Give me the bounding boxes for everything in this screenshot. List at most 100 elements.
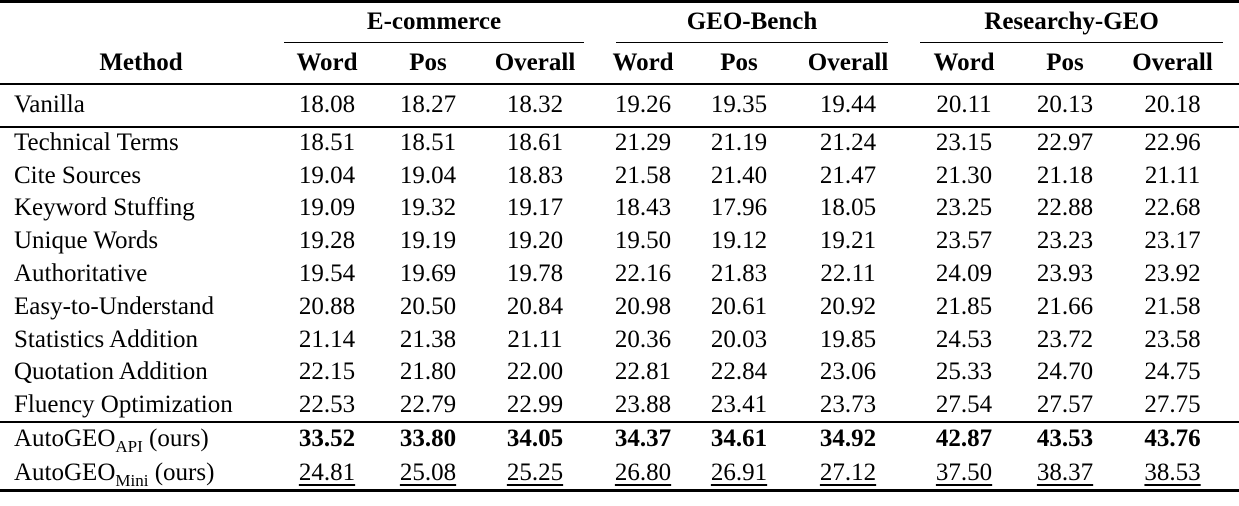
- metric-cell: 19.50: [614, 227, 672, 255]
- metric-cell: 23.72: [1036, 325, 1094, 353]
- metric-cell: 21.58: [1144, 292, 1201, 320]
- metric-cell: 20.18: [1144, 91, 1201, 118]
- metric-cell: 43.53: [1036, 425, 1094, 453]
- metric-cell: 22.15: [298, 358, 356, 386]
- method-name: AutoGEOAPI (ours): [0, 422, 268, 457]
- metric-cell: 25.08: [399, 458, 457, 486]
- group-header-e-commerce: E-commerce: [268, 2, 600, 43]
- method-name: Easy-to-Understand: [14, 292, 214, 320]
- metric-cell: 19.17: [506, 194, 564, 222]
- metric-cell: 21.47: [819, 161, 877, 189]
- metric-cell: 20.11: [936, 91, 992, 118]
- metric-cell: 22.68: [1144, 194, 1201, 222]
- metric-cell: 19.32: [399, 194, 457, 222]
- method-name: Authoritative: [14, 260, 148, 288]
- method-name: Quotation Addition: [14, 358, 208, 386]
- method-subscript: Mini: [115, 470, 149, 490]
- method-name: Vanilla: [14, 91, 85, 118]
- metric-cell: 24.53: [935, 325, 993, 353]
- metric-cell: 20.92: [819, 292, 877, 320]
- metric-cell: 22.81: [614, 358, 672, 386]
- method-suffix: (ours): [148, 458, 215, 486]
- metric-cell: 20.61: [710, 292, 768, 320]
- metric-cell: 21.85: [935, 292, 993, 320]
- method-name: Technical Terms: [14, 129, 179, 157]
- metric-cell: 23.15: [935, 129, 993, 157]
- metric-cell: 19.78: [506, 260, 564, 288]
- metric-cell: 19.35: [710, 91, 768, 118]
- col-header-geobench-word: Word: [612, 48, 674, 76]
- group-header-researchy-geo-label: Researchy-GEO: [920, 8, 1224, 43]
- col-header-researchy-word: Word: [933, 48, 995, 76]
- row-autogeo-mini: AutoGEOMini (ours) 24.81 25.08 25.25 26.…: [0, 456, 1239, 491]
- metric-cell: 22.11: [820, 260, 876, 288]
- method-name: Cite Sources: [14, 161, 142, 189]
- metric-cell: 21.29: [614, 129, 672, 157]
- column-group-row: E-commerce GEO-Bench Researchy-GEO: [0, 2, 1239, 43]
- metric-cell: 22.97: [1036, 129, 1094, 157]
- metric-cell: 22.16: [614, 260, 672, 288]
- method-base: AutoGEO: [14, 458, 116, 486]
- column-header-row: Method Word Pos Overall Word Pos Overall…: [0, 43, 1239, 84]
- metric-cell: 23.06: [819, 358, 877, 386]
- table-header: E-commerce GEO-Bench Researchy-GEO Metho…: [0, 2, 1239, 84]
- metric-cell: 19.21: [819, 227, 877, 255]
- metric-cell: 24.70: [1036, 358, 1094, 386]
- metric-cell: 24.09: [935, 260, 993, 288]
- metric-cell: 19.19: [399, 227, 457, 255]
- metric-cell: 21.80: [399, 358, 457, 386]
- metric-cell: 18.51: [399, 129, 457, 157]
- method-name: Statistics Addition: [14, 325, 199, 353]
- metric-cell: 21.66: [1036, 292, 1094, 320]
- metric-cell: 22.53: [298, 390, 356, 418]
- metric-cell: 18.43: [614, 194, 672, 222]
- metric-cell: 17.96: [710, 194, 768, 222]
- method-name: Fluency Optimization: [14, 390, 233, 418]
- method-name: Unique Words: [14, 227, 159, 255]
- row-statistics-addition: Statistics Addition 21.14 21.38 21.11 20…: [0, 323, 1239, 356]
- metric-cell: 43.76: [1144, 425, 1201, 453]
- metric-cell: 21.19: [710, 129, 768, 157]
- metric-cell: 22.96: [1144, 129, 1201, 157]
- metric-cell: 24.75: [1144, 358, 1201, 386]
- group-header-e-commerce-label: E-commerce: [284, 8, 585, 43]
- metric-cell: 25.25: [506, 458, 564, 486]
- row-unique-words: Unique Words 19.28 19.19 19.20 19.50 19.…: [0, 225, 1239, 258]
- metric-cell: 20.50: [399, 292, 457, 320]
- method-suffix: (ours): [142, 425, 209, 453]
- method-subscript: API: [115, 437, 143, 457]
- metric-cell: 19.44: [819, 91, 877, 118]
- metric-cell: 34.37: [614, 425, 672, 453]
- metric-cell: 21.18: [1036, 161, 1094, 189]
- metric-cell: 18.83: [506, 161, 564, 189]
- metric-cell: 22.84: [710, 358, 768, 386]
- row-technical-terms: Technical Terms 18.51 18.51 18.61 21.29 …: [0, 127, 1239, 160]
- metric-cell: 18.27: [399, 91, 457, 118]
- row-fluency-optimization: Fluency Optimization 22.53 22.79 22.99 2…: [0, 389, 1239, 422]
- metric-cell: 18.08: [298, 91, 356, 118]
- metric-cell: 23.41: [710, 390, 768, 418]
- metric-cell: 19.69: [399, 260, 457, 288]
- metric-cell: 22.79: [399, 390, 457, 418]
- metric-cell: 22.88: [1036, 194, 1094, 222]
- metric-cell: 20.98: [614, 292, 672, 320]
- col-header-researchy-pos: Pos: [1046, 48, 1084, 76]
- method-name: Keyword Stuffing: [14, 194, 195, 222]
- results-table: E-commerce GEO-Bench Researchy-GEO Metho…: [0, 0, 1239, 493]
- row-easy-to-understand: Easy-to-Understand 20.88 20.50 20.84 20.…: [0, 290, 1239, 323]
- row-cite-sources: Cite Sources 19.04 19.04 18.83 21.58 21.…: [0, 159, 1239, 192]
- metric-cell: 42.87: [935, 425, 993, 453]
- metric-cell: 19.20: [506, 227, 564, 255]
- metric-cell: 34.61: [710, 425, 768, 453]
- metric-cell: 27.75: [1144, 390, 1201, 418]
- metric-cell: 18.61: [506, 129, 564, 157]
- col-header-ecommerce-word: Word: [296, 48, 358, 76]
- metric-cell: 20.88: [298, 292, 356, 320]
- metric-cell: 38.53: [1144, 458, 1201, 486]
- row-authoritative: Authoritative 19.54 19.69 19.78 22.16 21…: [0, 258, 1239, 291]
- metric-cell: 19.85: [819, 325, 877, 353]
- ours-section: AutoGEOAPI (ours) 33.52 33.80 34.05 34.3…: [0, 421, 1239, 491]
- metric-cell: 25.33: [935, 358, 993, 386]
- metric-cell: 21.24: [819, 129, 877, 157]
- geo-methods-section: Technical Terms 18.51 18.51 18.61 21.29 …: [0, 126, 1239, 422]
